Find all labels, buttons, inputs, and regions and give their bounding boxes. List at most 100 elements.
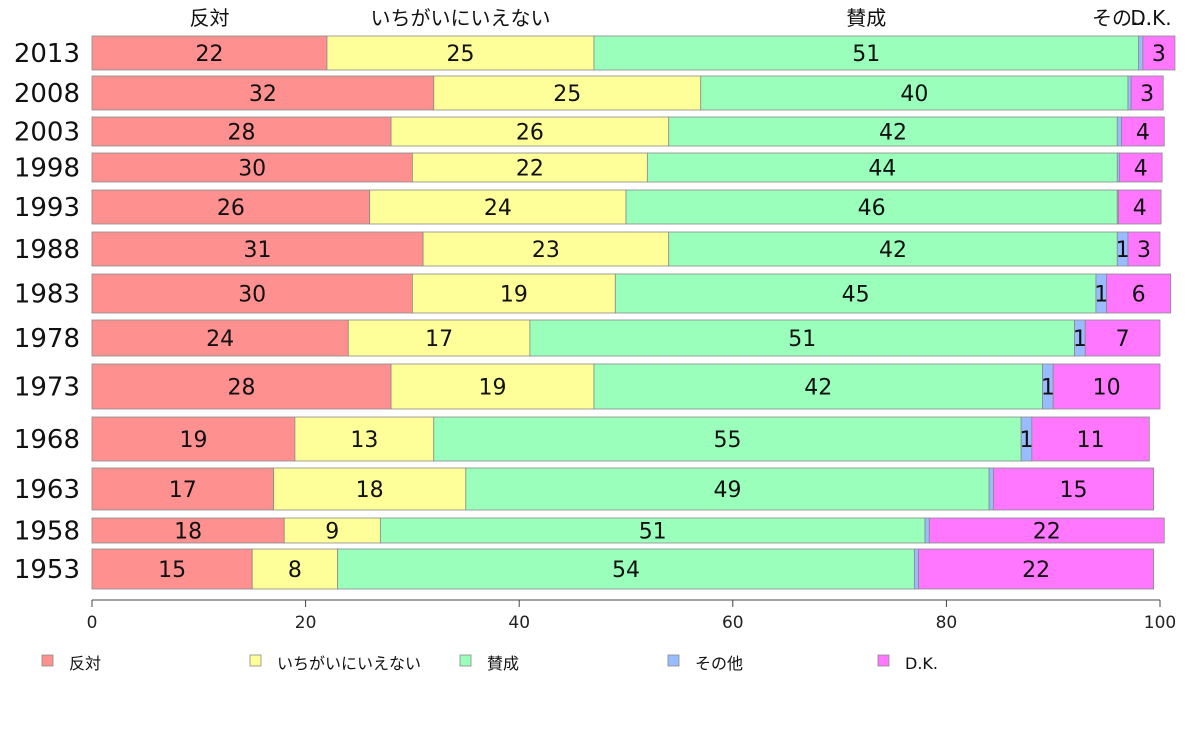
bar-segment — [593, 363, 1043, 410]
bar-segment — [625, 189, 1118, 225]
bar-segment — [379, 517, 926, 544]
data-label: 3 — [1152, 42, 1166, 67]
data-label: 7 — [1116, 327, 1130, 352]
bar-segment — [390, 363, 595, 410]
legend-label: 賛成 — [487, 654, 519, 673]
data-label: 28 — [228, 376, 256, 401]
data-label: 19 — [179, 428, 207, 453]
x-axis: 0 20 40 60 80 100 — [87, 599, 1176, 633]
bar-segment — [91, 35, 328, 71]
bar-segment — [91, 517, 285, 544]
data-label: 31 — [244, 238, 272, 263]
bar-segment — [593, 35, 1140, 71]
bar-segment — [1127, 75, 1132, 111]
bar-segment — [928, 517, 1165, 544]
data-label: 28 — [228, 121, 256, 146]
data-label: 45 — [842, 283, 870, 308]
data-label: 51 — [639, 520, 667, 545]
bar-segment — [91, 231, 424, 267]
year-label: 1968 — [14, 425, 80, 455]
year-label: 1953 — [14, 555, 80, 585]
x-tick-label: 40 — [508, 613, 530, 633]
data-label: 15 — [1059, 478, 1087, 503]
bar-segment — [369, 189, 627, 225]
legend-label: D.K. — [905, 654, 938, 673]
data-label: 54 — [612, 558, 640, 583]
bar-segment — [91, 416, 296, 462]
top-series-label: いちがいにいえない — [370, 6, 550, 30]
legend-swatch — [41, 654, 54, 667]
bar-segment — [700, 75, 1129, 111]
data-label: 49 — [713, 478, 741, 503]
bar-segment — [422, 231, 670, 267]
data-label: 42 — [879, 121, 907, 146]
bar-segment — [91, 467, 274, 511]
data-label: 4 — [1136, 121, 1150, 146]
top-series-label: 反対 — [189, 6, 229, 30]
bar-segment — [251, 548, 339, 590]
year-label: 1958 — [14, 517, 80, 547]
top-series-label: D.K. — [1130, 6, 1171, 30]
data-label: 22 — [1033, 520, 1061, 545]
bar-segment — [924, 517, 930, 544]
year-label: 1988 — [14, 235, 80, 265]
year-label: 1993 — [14, 193, 80, 223]
bar-segment — [1117, 189, 1162, 225]
data-label: 1 — [1020, 428, 1034, 453]
data-label: 1 — [1116, 238, 1130, 263]
bar-segment — [1142, 35, 1176, 71]
data-label: 13 — [350, 428, 378, 453]
data-label: 1 — [1094, 283, 1108, 308]
data-label: 55 — [713, 428, 741, 453]
year-label: 1998 — [14, 154, 80, 184]
data-label: 4 — [1133, 196, 1147, 221]
data-label: 51 — [788, 327, 816, 352]
data-label: 30 — [238, 283, 266, 308]
data-label: 22 — [195, 42, 223, 67]
bar-segment — [91, 116, 392, 147]
bar-segment — [91, 189, 371, 225]
data-label: 22 — [1022, 558, 1050, 583]
data-label: 3 — [1140, 82, 1154, 107]
bar-segment — [91, 363, 392, 410]
year-label: 1983 — [14, 280, 80, 310]
x-tick-label: 100 — [1144, 613, 1176, 633]
bar-segment — [1130, 75, 1164, 111]
year-label: 1973 — [14, 373, 80, 403]
data-label: 18 — [174, 520, 202, 545]
data-label: 40 — [900, 82, 928, 107]
bar-segment — [411, 152, 648, 183]
data-label: 46 — [858, 196, 886, 221]
bar-segment — [390, 116, 670, 147]
bar-segment — [91, 75, 435, 111]
data-label: 23 — [532, 238, 560, 263]
bar-segment — [913, 548, 920, 590]
data-label: 15 — [158, 558, 186, 583]
bar-segment — [91, 273, 413, 314]
x-tick-label: 0 — [87, 613, 98, 633]
data-label: 3 — [1137, 238, 1151, 263]
data-label: 44 — [868, 157, 896, 182]
year-label: 2008 — [14, 79, 80, 109]
bar-segment — [1052, 363, 1161, 410]
bar-segment — [337, 548, 915, 590]
data-label: 9 — [325, 520, 339, 545]
bar-segment — [465, 467, 990, 511]
bar-segment — [988, 467, 994, 511]
legend-label: 反対 — [69, 654, 101, 673]
legend-label: いちがいにいえない — [277, 654, 421, 673]
data-label: 32 — [249, 82, 277, 107]
bar-segment — [91, 152, 413, 183]
data-label: 8 — [288, 558, 302, 583]
x-tick-label: 80 — [936, 613, 958, 633]
data-label: 11 — [1077, 428, 1105, 453]
bar-segment — [1106, 273, 1172, 314]
data-label: 42 — [804, 376, 832, 401]
data-label: 17 — [169, 478, 197, 503]
data-label: 19 — [500, 283, 528, 308]
bar-segment — [1138, 35, 1144, 71]
bar-segment — [433, 75, 702, 111]
legend-swatch — [249, 654, 262, 667]
data-label: 25 — [553, 82, 581, 107]
